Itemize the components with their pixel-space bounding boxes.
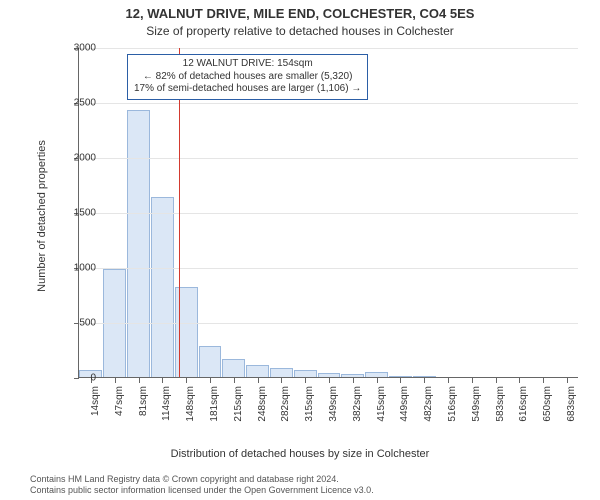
x-tick-label: 449sqm [399, 386, 410, 446]
x-tick-label: 616sqm [518, 386, 529, 446]
x-tick-label: 482sqm [423, 386, 434, 446]
x-tickmark [400, 378, 401, 383]
x-tick-label: 81sqm [138, 386, 149, 446]
x-tick-label: 583sqm [495, 386, 506, 446]
x-tickmark [377, 378, 378, 383]
x-tick-label: 683sqm [566, 386, 577, 446]
x-tickmark [448, 378, 449, 383]
histogram-bar [341, 374, 364, 377]
annotation-line1: 12 WALNUT DRIVE: 154sqm [134, 58, 361, 71]
x-tick-label: 349sqm [328, 386, 339, 446]
histogram-bar [365, 372, 388, 378]
x-tick-label: 14sqm [90, 386, 101, 446]
x-tickmark [186, 378, 187, 383]
x-tickmark [115, 378, 116, 383]
x-tickmark [424, 378, 425, 383]
x-tick-label: 181sqm [209, 386, 220, 446]
x-tick-label: 114sqm [161, 386, 172, 446]
histogram-bar [294, 370, 317, 377]
gridline [79, 158, 578, 159]
x-tick-label: 282sqm [280, 386, 291, 446]
x-tick-label: 516sqm [447, 386, 458, 446]
x-axis-label: Distribution of detached houses by size … [0, 448, 600, 460]
chart-container: 12, WALNUT DRIVE, MILE END, COLCHESTER, … [0, 0, 600, 500]
x-tickmark [162, 378, 163, 383]
x-tickmark [519, 378, 520, 383]
histogram-bar [389, 376, 412, 377]
histogram-bar [270, 368, 293, 377]
x-tick-label: 315sqm [304, 386, 315, 446]
x-tickmark [139, 378, 140, 383]
x-tick-label: 382sqm [352, 386, 363, 446]
y-tick-label: 2000 [36, 153, 96, 164]
x-tickmark [543, 378, 544, 383]
x-tickmark [567, 378, 568, 383]
title-sub: Size of property relative to detached ho… [0, 24, 600, 38]
title-main: 12, WALNUT DRIVE, MILE END, COLCHESTER, … [0, 6, 600, 21]
x-tick-label: 215sqm [233, 386, 244, 446]
plot-area: 12 WALNUT DRIVE: 154sqm ← 82% of detache… [78, 48, 578, 378]
gridline [79, 103, 578, 104]
footer-line2: Contains public sector information licen… [30, 485, 374, 496]
gridline [79, 268, 578, 269]
y-tick-label: 3000 [36, 43, 96, 54]
x-tick-label: 47sqm [114, 386, 125, 446]
y-tick-label: 1500 [36, 208, 96, 219]
x-tick-label: 549sqm [471, 386, 482, 446]
x-tick-label: 415sqm [376, 386, 387, 446]
x-tickmark [329, 378, 330, 383]
y-tick-label: 500 [36, 318, 96, 329]
histogram-bar [413, 376, 436, 377]
x-tickmark [305, 378, 306, 383]
histogram-bar [151, 197, 174, 377]
x-tickmark [496, 378, 497, 383]
y-tick-label: 2500 [36, 98, 96, 109]
x-tickmark [472, 378, 473, 383]
x-tick-label: 148sqm [185, 386, 196, 446]
annotation-line3: 17% of semi-detached houses are larger (… [134, 83, 361, 96]
x-tickmark [258, 378, 259, 383]
x-tickmark [210, 378, 211, 383]
footer-attribution: Contains HM Land Registry data © Crown c… [30, 474, 374, 496]
annotation-box: 12 WALNUT DRIVE: 154sqm ← 82% of detache… [127, 54, 368, 100]
histogram-bar [222, 359, 245, 377]
x-tickmark [353, 378, 354, 383]
gridline [79, 213, 578, 214]
gridline [79, 48, 578, 49]
histogram-bar [318, 373, 341, 377]
gridline [79, 323, 578, 324]
histogram-bar [199, 346, 222, 377]
x-tickmark [281, 378, 282, 383]
annotation-line2: ← 82% of detached houses are smaller (5,… [134, 71, 361, 84]
y-tick-label: 0 [36, 373, 96, 384]
x-tick-label: 248sqm [257, 386, 268, 446]
histogram-bar [246, 365, 269, 377]
x-tickmark [234, 378, 235, 383]
y-tick-label: 1000 [36, 263, 96, 274]
histogram-bar [127, 110, 150, 377]
footer-line1: Contains HM Land Registry data © Crown c… [30, 474, 374, 485]
x-tick-label: 650sqm [542, 386, 553, 446]
